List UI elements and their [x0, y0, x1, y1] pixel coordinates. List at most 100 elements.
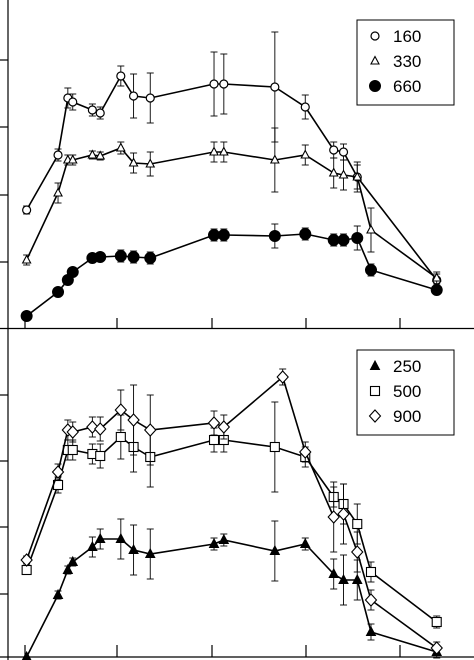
legend-marker-250 — [369, 359, 381, 370]
data-point-500 — [269, 441, 280, 453]
data-point-330 — [300, 149, 311, 159]
data-point-250 — [208, 537, 220, 548]
data-point-330 — [269, 154, 280, 164]
data-point-250 — [144, 547, 156, 558]
series-line-500 — [25, 435, 438, 623]
data-point-250 — [269, 544, 281, 555]
data-point-660 — [430, 284, 443, 296]
data-point-330 — [209, 146, 219, 156]
data-point-500 — [67, 444, 78, 456]
legend-marker-660 — [369, 80, 381, 92]
data-point-250 — [115, 532, 127, 543]
data-point-660 — [351, 232, 364, 244]
series-line-160 — [25, 74, 438, 281]
data-point-900 — [127, 413, 140, 427]
series-160 — [22, 31, 442, 287]
data-point-330 — [53, 187, 63, 197]
legend-marker-900 — [368, 409, 382, 423]
data-point-900 — [327, 510, 340, 524]
data-point-900 — [51, 465, 65, 479]
data-point-250 — [328, 567, 340, 578]
data-point-660 — [144, 252, 157, 264]
data-point-900 — [66, 425, 79, 439]
data-point-900 — [351, 545, 364, 559]
data-point-660 — [299, 228, 312, 240]
data-point-160 — [270, 82, 280, 92]
data-point-660 — [217, 229, 230, 241]
legend-label-500: 500 — [393, 382, 421, 401]
data-point-160 — [145, 93, 155, 103]
data-point-160 — [329, 145, 339, 155]
data-point-660 — [127, 251, 140, 263]
data-point-500 — [352, 518, 363, 530]
data-point-160 — [87, 105, 97, 115]
data-point-330 — [218, 146, 229, 156]
legend: 160 330 660 — [356, 19, 455, 106]
data-point-330 — [145, 158, 156, 168]
data-point-660 — [364, 264, 377, 276]
data-point-250 — [218, 533, 230, 544]
data-point-900 — [207, 416, 221, 430]
top-panel: 160 330 660 — [20, 19, 455, 322]
data-point-660 — [20, 310, 33, 322]
data-point-160 — [116, 71, 126, 81]
data-point-250 — [87, 540, 98, 551]
legend-label-250: 250 — [393, 357, 421, 376]
data-point-500 — [115, 431, 126, 443]
data-point-250 — [94, 532, 106, 543]
data-point-250 — [128, 543, 139, 554]
data-point-900 — [364, 593, 378, 607]
legend-marker-160 — [370, 31, 380, 41]
data-point-250 — [338, 573, 349, 584]
data-point-330 — [67, 154, 78, 164]
data-point-160 — [219, 79, 229, 89]
legend-marker-330 — [370, 55, 380, 65]
data-point-250 — [365, 625, 377, 636]
data-point-250 — [62, 563, 74, 574]
legend-label-900: 900 — [393, 407, 421, 426]
data-point-500 — [208, 434, 220, 446]
data-point-900 — [337, 507, 350, 521]
data-point-500 — [365, 566, 377, 578]
data-point-330 — [328, 167, 339, 177]
data-point-500 — [95, 450, 106, 462]
data-point-250 — [21, 650, 32, 660]
series-900 — [20, 368, 443, 655]
data-point-160 — [22, 205, 32, 215]
data-point-900 — [93, 422, 107, 436]
data-point-500 — [21, 564, 32, 576]
data-point-330 — [21, 254, 32, 264]
data-point-900 — [217, 420, 231, 434]
legend-label-330: 330 — [393, 52, 421, 71]
bottom-panel: 250 500 900 — [20, 349, 455, 660]
data-point-500 — [431, 616, 442, 628]
data-point-330 — [366, 224, 376, 234]
data-point-900 — [20, 553, 33, 567]
data-point-660 — [66, 266, 79, 278]
data-point-330 — [87, 149, 98, 159]
data-point-900 — [114, 403, 128, 417]
data-point-900 — [276, 370, 289, 384]
data-point-160 — [338, 147, 349, 157]
data-point-660 — [337, 234, 350, 246]
data-point-330 — [338, 169, 349, 179]
series-500 — [21, 401, 442, 629]
series-330 — [21, 127, 442, 285]
data-point-250 — [299, 537, 311, 548]
legend-label-660: 660 — [393, 77, 421, 96]
legend-marker-500 — [369, 385, 381, 397]
series-line-660 — [26, 233, 437, 317]
data-point-900 — [299, 445, 312, 459]
data-point-160 — [68, 97, 78, 107]
data-point-160 — [53, 150, 63, 160]
data-point-250 — [67, 555, 79, 566]
data-point-160 — [95, 108, 105, 118]
legend-label-160: 160 — [393, 27, 421, 46]
data-point-250 — [52, 588, 64, 599]
data-point-330 — [115, 142, 126, 152]
series-250 — [21, 518, 443, 660]
data-point-250 — [351, 573, 363, 584]
data-point-160 — [209, 79, 219, 89]
